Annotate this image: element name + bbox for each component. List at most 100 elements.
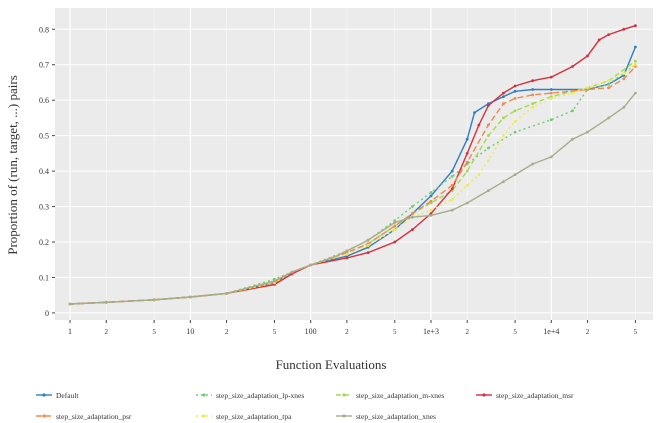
data-point — [513, 97, 517, 100]
data-point — [393, 224, 397, 228]
data-point — [393, 240, 397, 244]
y-tick-label: 0.1 — [39, 273, 49, 282]
data-point — [393, 221, 397, 224]
plot-panel — [55, 8, 653, 320]
y-tick-label: 0.6 — [39, 96, 49, 105]
data-point — [330, 256, 334, 260]
data-point — [429, 199, 433, 203]
legend-marker — [202, 393, 206, 397]
x-major-tick-label: 1e+4 — [543, 327, 559, 336]
series-line — [69, 64, 636, 305]
x-minor-tick-label: 2 — [225, 328, 229, 336]
legend-item: Default — [36, 391, 79, 400]
y-axis-ticks: 0 0.1 0.2 0.3 0.4 0.5 0.6 0.7 0.8 — [39, 25, 55, 318]
data-point — [502, 91, 505, 95]
data-point — [450, 169, 454, 173]
data-point — [487, 134, 490, 138]
data-point — [634, 63, 637, 67]
data-point — [502, 180, 505, 184]
series-line — [69, 92, 636, 305]
data-point — [273, 279, 276, 283]
x-major-tick-label: 1e+3 — [423, 327, 439, 336]
data-point — [487, 104, 490, 107]
y-tick-label: 0.7 — [39, 61, 49, 70]
x-minor-tick-label: 2 — [465, 328, 469, 336]
data-point — [429, 191, 433, 194]
legend-item: step_size_adaptation_psr — [36, 412, 132, 421]
data-point — [465, 152, 469, 155]
legend-label: step_size_adaptation_lp-xnes — [216, 391, 304, 400]
legend-label: Default — [56, 391, 79, 400]
data-point — [622, 77, 626, 81]
legend-marker — [42, 393, 46, 397]
data-point — [549, 155, 553, 159]
y-tick-label: 0.5 — [39, 132, 49, 141]
data-point — [450, 183, 454, 187]
data-point — [634, 24, 637, 28]
data-point — [465, 169, 469, 173]
data-point — [531, 162, 535, 166]
data-point — [513, 89, 517, 93]
data-point — [513, 130, 517, 134]
data-point — [487, 159, 490, 162]
data-point — [513, 84, 517, 88]
legend-item: step_size_adaptation_lp-xnes — [196, 391, 304, 400]
y-tick-label: 0.2 — [39, 238, 49, 247]
data-point — [531, 105, 535, 109]
legend-label: step_size_adaptation_msr — [496, 391, 574, 400]
x-minor-tick-label: 5 — [634, 328, 638, 336]
data-point — [411, 215, 414, 219]
data-point — [549, 97, 553, 100]
legend-marker — [342, 414, 346, 418]
data-point — [549, 118, 553, 122]
data-point — [366, 244, 370, 247]
data-point — [429, 208, 433, 212]
data-point — [607, 82, 611, 86]
data-point — [513, 173, 517, 177]
legend-label: step_size_adaptation_xnes — [356, 412, 436, 421]
data-point — [571, 137, 574, 141]
data-point — [513, 109, 517, 113]
data-point — [366, 238, 370, 242]
data-point — [450, 187, 454, 191]
x-minor-tick-label: 5 — [152, 328, 156, 336]
x-major-tick-label: 10 — [186, 327, 194, 336]
grid-lines — [55, 8, 653, 320]
data-point — [345, 256, 349, 260]
data-point — [68, 302, 72, 306]
series-line — [69, 66, 636, 305]
x-minor-tick-label: 5 — [273, 328, 277, 336]
data-point — [450, 198, 454, 201]
legend-label: step_size_adaptation_m-xnes — [356, 391, 444, 400]
data-point — [487, 146, 490, 150]
series-lines — [68, 24, 637, 306]
data-point — [549, 91, 553, 95]
data-point — [607, 79, 611, 83]
data-point — [465, 137, 469, 141]
data-point — [487, 189, 490, 193]
data-point — [531, 88, 535, 91]
legend-marker — [42, 414, 46, 418]
legend-marker — [482, 393, 486, 397]
data-point — [622, 27, 626, 31]
data-point — [393, 228, 397, 232]
x-minor-tick-label: 5 — [513, 328, 517, 336]
data-point — [586, 86, 589, 90]
data-point — [290, 270, 294, 274]
x-major-tick-label: 1 — [68, 327, 72, 336]
data-point — [531, 93, 535, 97]
data-point — [152, 298, 156, 302]
x-axis-ticks: 2 5 2 5 2 5 2 5 2 5 1 10 100 1e+3 1e+4 — [68, 320, 638, 336]
data-point — [586, 130, 589, 134]
x-major-tick-label: 100 — [305, 327, 317, 336]
data-point — [487, 123, 490, 127]
data-point — [104, 300, 108, 304]
x-minor-tick-label: 2 — [105, 328, 109, 336]
y-tick-label: 0.3 — [39, 203, 49, 212]
data-point — [465, 183, 469, 187]
data-point — [513, 120, 517, 123]
data-point — [502, 102, 505, 106]
data-point — [531, 79, 535, 83]
data-point — [634, 59, 637, 63]
